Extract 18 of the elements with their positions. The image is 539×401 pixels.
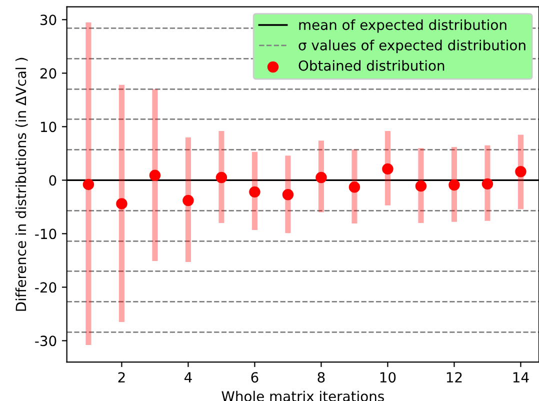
legend-label: σ values of expected distribution bbox=[298, 40, 526, 54]
y-tick-label: -20 bbox=[35, 282, 56, 293]
x-tick-label: 14 bbox=[513, 372, 529, 382]
x-tick-label: 6 bbox=[251, 372, 258, 383]
y-tick-label: 20 bbox=[40, 68, 56, 79]
x-tick-label: 2 bbox=[118, 372, 125, 382]
y-axis-title: Difference in distributions (in ΔVcal ) bbox=[15, 58, 28, 311]
legend-label: mean of expected distribution bbox=[299, 19, 506, 33]
x-tick-label: 12 bbox=[446, 372, 462, 382]
y-tick-label: -10 bbox=[35, 228, 56, 240]
y-tick-label: 0 bbox=[49, 175, 56, 186]
y-tick-label: 10 bbox=[40, 122, 56, 132]
y-tick-label: 30 bbox=[40, 14, 56, 26]
x-tick-label: 8 bbox=[318, 372, 325, 383]
x-tick-label: 10 bbox=[380, 372, 396, 383]
y-tick-label: -30 bbox=[35, 336, 56, 346]
x-tick-label: 4 bbox=[184, 372, 192, 382]
legend-label: Obtained distribution bbox=[298, 60, 444, 71]
